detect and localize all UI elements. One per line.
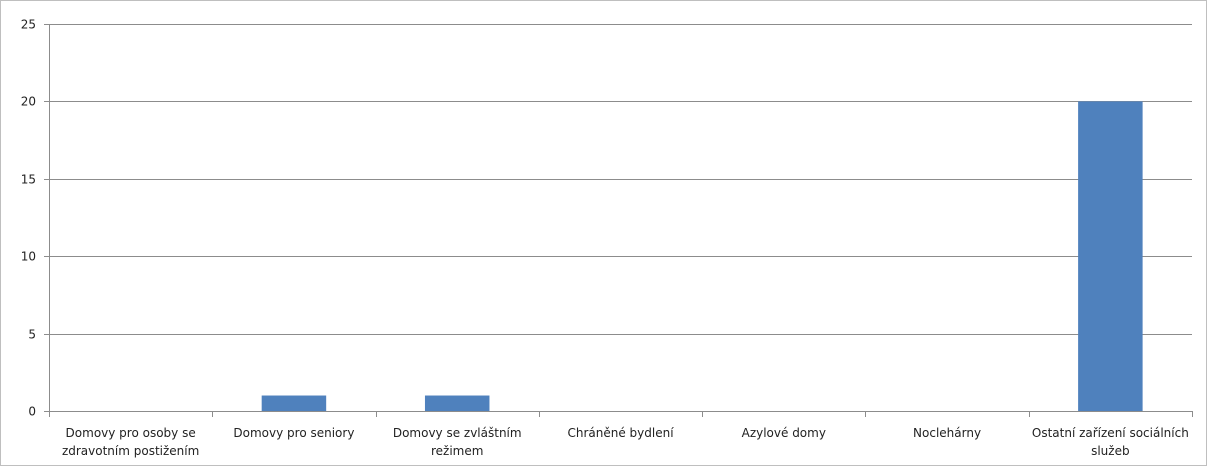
x-category-label-line: Domovy se zvláštním: [393, 426, 522, 440]
gridlines: [44, 24, 1192, 412]
x-category-label-line: Noclehárny: [913, 426, 981, 440]
x-category-label: Domovy se zvláštním režimem: [393, 426, 522, 458]
x-category-label-line: Domovy pro seniory: [233, 426, 354, 440]
x-category-label-line: režimem: [431, 444, 483, 458]
x-category-label-line: zdravotním postižením: [62, 444, 199, 458]
x-category-label-line: Domovy pro osoby se: [66, 426, 196, 440]
y-axis-tick-labels: 0 5 10 15 20 25: [21, 18, 36, 419]
x-axis-category-labels: Domovy pro osoby se zdravotním postižením…: [62, 426, 1189, 458]
x-category-label: Chráněné bydlení: [567, 426, 674, 440]
x-category-label-line: Chráněné bydlení: [567, 426, 674, 440]
x-category-label-line: služeb: [1091, 444, 1130, 458]
y-tick-label: 15: [21, 173, 36, 187]
x-category-label: Ostatní zařízení sociálních služeb: [1032, 426, 1189, 458]
x-category-label: Noclehárny: [913, 426, 981, 440]
y-tick-label: 0: [28, 405, 36, 419]
y-tick-label: 25: [21, 18, 36, 32]
y-tick-label: 20: [21, 95, 36, 109]
axes: [49, 24, 1193, 417]
x-category-label: Domovy pro seniory: [233, 426, 354, 440]
bar-1: [261, 395, 327, 411]
x-category-label-line: Ostatní zařízení sociálních: [1032, 426, 1189, 440]
bar-6: [1078, 101, 1143, 412]
x-category-label-line: Azylové domy: [742, 426, 826, 440]
bar-2: [424, 395, 490, 411]
y-tick-label: 5: [28, 328, 36, 342]
x-category-label: Domovy pro osoby se zdravotním postižením: [62, 426, 199, 458]
bars: [261, 101, 1143, 412]
y-tick-label: 10: [21, 250, 36, 264]
x-category-label: Azylové domy: [742, 426, 826, 440]
